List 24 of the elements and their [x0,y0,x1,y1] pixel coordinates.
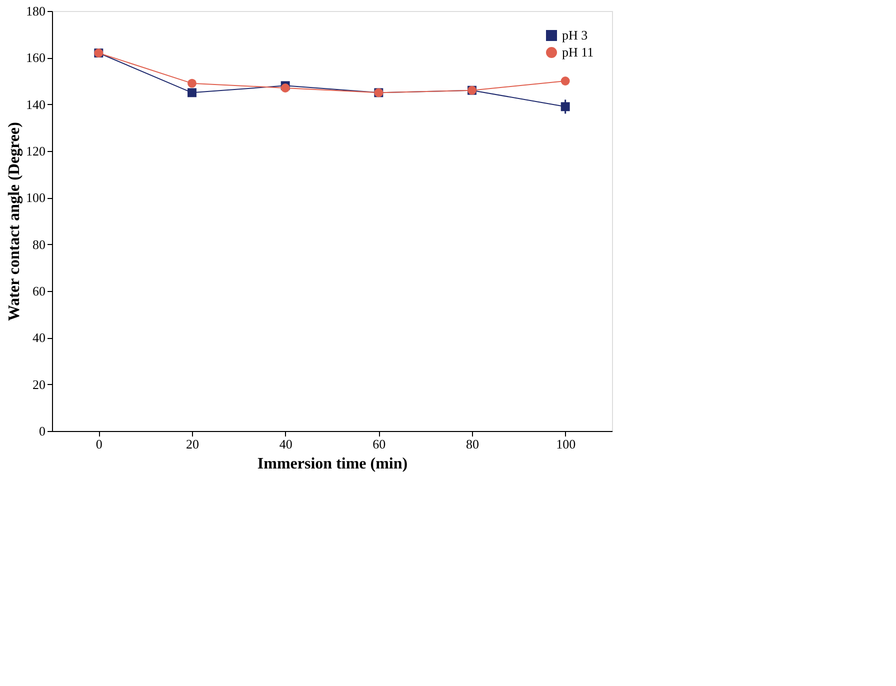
x-tick-label: 80 [466,436,479,452]
y-axis-title: Water contact angle (Degree) [6,122,23,321]
y-tick-label: 140 [26,96,46,112]
y-tick-label: 20 [32,376,46,392]
legend-label: pH 3 [562,28,588,42]
y-tick-label: 160 [26,50,46,66]
x-tick-label: 100 [556,436,576,452]
y-tick-label: 60 [32,284,46,298]
point [280,84,290,92]
x-axis-title: Immersion time (min) [257,456,408,472]
x-tick-label: 20 [186,436,199,452]
x-tick-label: 60 [372,436,386,452]
y-tick-label: 0 [39,424,46,438]
x-tick-label: 40 [279,436,292,452]
point [188,78,196,88]
y-tick-label: 80 [32,236,46,252]
y-tick-label: 120 [26,144,46,158]
point [560,76,570,86]
legend-label: pH 11 [562,44,594,60]
y-tick-label: 40 [32,330,46,346]
x-tick-label: 0 [96,436,102,452]
y-tick-label: 180 [26,4,46,18]
point [188,88,196,98]
y-tick-label: 100 [26,190,46,206]
